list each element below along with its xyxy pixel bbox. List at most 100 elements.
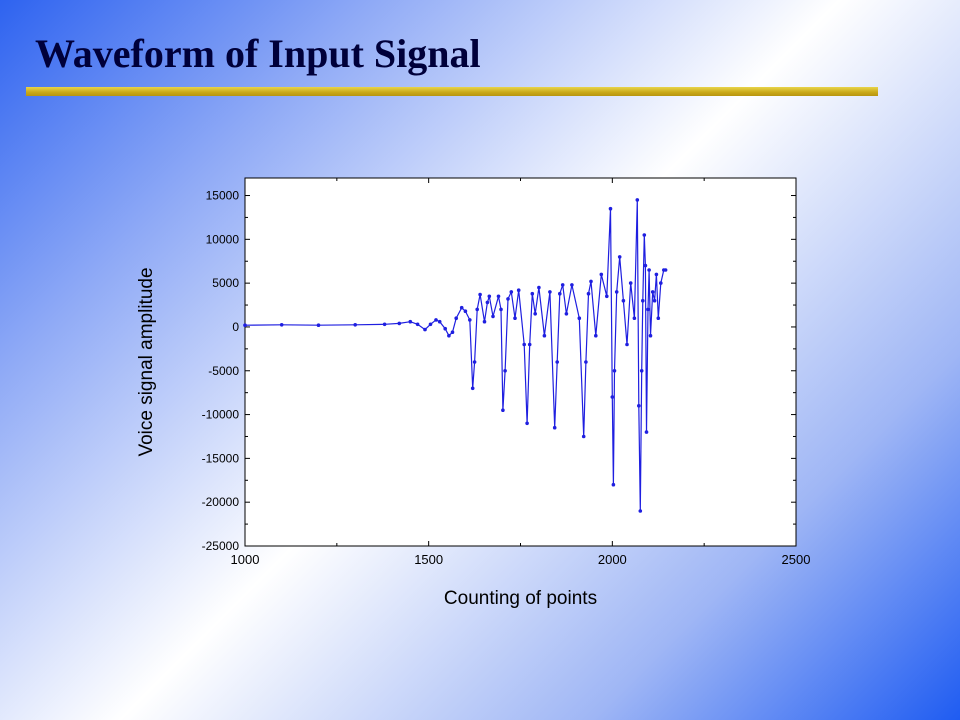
- data-point: [638, 509, 643, 513]
- data-point: [499, 307, 503, 312]
- data-point: [496, 294, 501, 299]
- slide-title: Waveform of Input Signal: [35, 31, 481, 76]
- data-point: [459, 305, 464, 310]
- data-point: [353, 323, 358, 327]
- data-point: [612, 369, 617, 373]
- data-point: [443, 326, 448, 331]
- data-point: [564, 312, 569, 316]
- data-point: [527, 342, 532, 347]
- data-point: [610, 395, 615, 399]
- y-tick-label: 0: [232, 320, 239, 334]
- data-point: [552, 425, 557, 430]
- data-point: [516, 288, 521, 293]
- data-point: [437, 319, 442, 324]
- data-point: [625, 342, 629, 347]
- y-axis-label: Voice signal amplitude: [136, 267, 157, 456]
- data-point: [525, 421, 529, 426]
- data-point: [581, 434, 586, 439]
- data-point: [608, 206, 613, 211]
- data-point: [537, 285, 541, 290]
- data-point: [279, 323, 284, 327]
- data-point: [501, 408, 505, 413]
- data-point: [663, 268, 668, 272]
- data-point: [611, 482, 616, 487]
- data-point: [454, 316, 459, 321]
- data-point: [650, 290, 655, 294]
- data-point: [656, 316, 661, 321]
- x-axis-label: Counting of points: [444, 588, 597, 609]
- data-point: [584, 360, 588, 364]
- data-point: [635, 198, 640, 202]
- data-point: [530, 291, 535, 296]
- data-point: [605, 294, 609, 299]
- data-point: [558, 291, 562, 296]
- data-point: [397, 321, 402, 326]
- data-point: [491, 314, 495, 319]
- data-point: [382, 322, 387, 327]
- data-point: [652, 298, 657, 303]
- data-point: [548, 290, 552, 294]
- y-tick-label: -5000: [208, 364, 239, 378]
- data-point: [646, 307, 650, 312]
- data-point: [503, 369, 507, 373]
- y-tick-label: -20000: [202, 495, 240, 509]
- data-point: [659, 281, 663, 285]
- data-point: [555, 360, 559, 364]
- data-point: [463, 309, 468, 314]
- data-point: [614, 290, 619, 294]
- data-point: [472, 360, 477, 364]
- y-tick-label: -10000: [202, 408, 240, 422]
- data-point: [586, 291, 591, 296]
- data-point: [513, 316, 517, 321]
- y-tick-label: -15000: [202, 451, 240, 465]
- data-point: [470, 386, 475, 391]
- data-point: [589, 279, 593, 284]
- data-point: [628, 281, 633, 285]
- data-point: [642, 233, 647, 237]
- data-point: [447, 333, 451, 338]
- data-point: [560, 283, 565, 287]
- data-point: [485, 300, 490, 305]
- data-point: [644, 430, 649, 434]
- data-point: [423, 327, 427, 332]
- data-point: [647, 268, 651, 272]
- data-point: [316, 323, 321, 328]
- data-point: [594, 333, 598, 338]
- data-point: [487, 294, 492, 299]
- data-point: [243, 323, 247, 328]
- data-point: [428, 322, 433, 327]
- data-point: [599, 272, 604, 277]
- data-point: [639, 369, 644, 373]
- y-tick-label: 10000: [206, 232, 240, 246]
- data-point: [509, 290, 514, 294]
- data-point: [468, 318, 472, 322]
- data-point: [577, 316, 582, 321]
- data-point: [617, 255, 622, 259]
- data-point: [475, 307, 480, 312]
- data-point: [641, 298, 645, 303]
- data-point: [415, 322, 420, 327]
- data-point: [637, 404, 641, 408]
- data-point: [654, 272, 659, 277]
- data-point: [450, 330, 455, 335]
- data-point: [434, 318, 438, 322]
- x-tick-label: 1000: [231, 552, 260, 567]
- x-tick-label: 2000: [598, 552, 627, 567]
- x-tick-label: 1500: [414, 552, 443, 567]
- data-point: [522, 342, 526, 347]
- title-underline-rule: [26, 87, 878, 96]
- data-point: [570, 283, 574, 287]
- y-tick-label: 5000: [212, 276, 239, 290]
- data-point: [648, 333, 653, 338]
- data-point: [542, 333, 547, 338]
- data-point: [632, 316, 637, 321]
- plot-area: [244, 177, 797, 547]
- data-point: [621, 298, 626, 303]
- data-point: [533, 312, 537, 316]
- data-point: [643, 263, 648, 268]
- data-point: [408, 319, 413, 324]
- x-tick-label: 2500: [782, 552, 811, 567]
- data-point: [506, 297, 510, 301]
- plot-layer: 15000 10000 5000 0 -5000 -10000 -15000 -20000 -2…: [136, 177, 811, 609]
